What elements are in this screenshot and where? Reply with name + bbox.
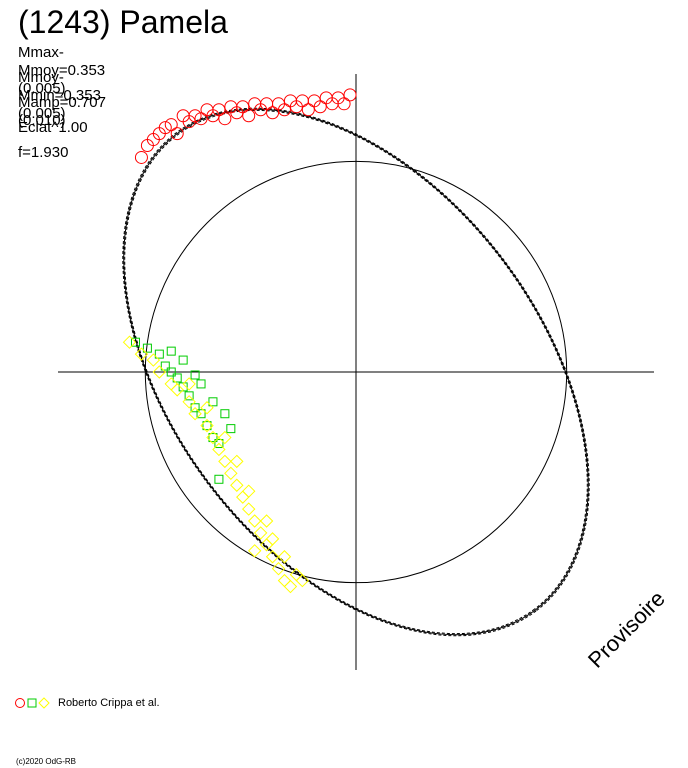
fit-ellipse-curve — [124, 109, 588, 635]
data-point-diamond — [188, 407, 202, 421]
data-point-square — [184, 391, 194, 401]
data-point-circle — [277, 103, 291, 117]
data-point-square — [154, 349, 164, 359]
data-point-diamond — [277, 573, 292, 588]
data-point-circle — [254, 103, 268, 117]
data-point-diamond — [152, 365, 167, 379]
stat-frequency: f=1.930 — [18, 144, 69, 161]
data-point-diamond — [283, 579, 298, 594]
data-point-diamond — [206, 430, 220, 445]
data-point-circle — [242, 109, 256, 123]
data-point-diamond — [200, 401, 214, 415]
data-point-diamond — [218, 454, 232, 469]
data-point-square — [130, 337, 140, 347]
data-point-diamond — [134, 347, 149, 361]
fit-ellipse-curve — [123, 108, 589, 636]
data-point-diamond — [265, 532, 280, 546]
copyright-notice: (c)2020 OdG-RB — [16, 757, 77, 766]
data-point-square — [220, 409, 230, 419]
data-point-square — [214, 439, 224, 449]
stat-mmoy-mmin: Mmoy-Mmin=0.353 (0.005) — [18, 69, 101, 122]
legend-diamond-marker — [38, 697, 50, 709]
data-point-diamond — [182, 377, 196, 391]
data-point-diamond — [164, 377, 178, 391]
data-point-diamond — [146, 353, 161, 367]
data-point-circle — [134, 150, 148, 164]
data-point-circle — [343, 88, 357, 102]
data-point-square — [208, 397, 218, 407]
data-point-diamond — [212, 442, 226, 457]
legend-square-marker — [27, 698, 37, 708]
data-point-square — [166, 346, 176, 356]
data-point-diamond — [236, 490, 250, 504]
data-point-circle — [301, 103, 315, 117]
data-point-square — [172, 373, 182, 383]
data-point-square — [166, 367, 176, 377]
legend-label: Roberto Crippa et al. — [58, 697, 160, 709]
data-point-square — [160, 361, 170, 371]
data-point-square — [196, 409, 206, 419]
data-point-circle — [218, 112, 232, 126]
data-point-diamond — [230, 454, 244, 469]
data-point-square — [178, 382, 188, 392]
data-point-square — [178, 355, 188, 365]
legend-circle-marker — [15, 698, 25, 708]
data-point-circle — [206, 109, 220, 123]
stat-mamp: Mamp=0.707 (0.010) — [18, 94, 106, 129]
data-point-circle — [313, 100, 327, 114]
legend: Roberto Crippa et al. — [14, 697, 160, 709]
data-point-circle — [266, 106, 280, 120]
data-point-diamond — [122, 335, 137, 349]
stat-eclat: Eclat^1.00 — [18, 119, 88, 136]
data-point-diamond — [277, 550, 292, 564]
stat-mmax-mmoy: Mmax-Mmoy=0.353 (0.005) — [18, 44, 106, 97]
data-point-diamond — [271, 561, 286, 576]
data-point-square — [142, 343, 152, 353]
data-point-diamond — [253, 526, 268, 540]
data-point-square — [190, 370, 200, 380]
data-point-square — [190, 403, 200, 413]
data-point-diamond — [230, 478, 244, 492]
data-point-square — [226, 424, 236, 434]
phase-plot — [58, 74, 654, 670]
data-point-diamond — [259, 514, 274, 528]
data-point-diamond — [242, 502, 256, 516]
chart-title: (1243) Pamela — [18, 4, 228, 40]
data-point-circle — [289, 100, 303, 114]
data-point-square — [196, 379, 206, 389]
data-point-diamond — [259, 538, 274, 552]
data-point-diamond — [242, 484, 256, 498]
data-point-square — [208, 433, 218, 443]
data-point-circle — [230, 106, 244, 120]
data-point-diamond — [200, 418, 214, 433]
data-point-diamond — [247, 544, 262, 558]
data-point-circle — [170, 127, 184, 141]
data-point-diamond — [170, 383, 184, 397]
data-point-circle — [158, 121, 172, 135]
data-point-square — [214, 474, 224, 484]
data-point-circle — [164, 118, 178, 132]
data-point-diamond — [218, 430, 232, 445]
data-point-diamond — [295, 573, 310, 588]
data-point-diamond — [265, 550, 280, 564]
data-point-circle — [182, 115, 196, 129]
data-point-diamond — [224, 466, 238, 481]
data-point-circle — [194, 112, 208, 126]
data-point-circle — [337, 97, 351, 111]
data-point-diamond — [182, 395, 196, 409]
data-point-square — [202, 421, 212, 431]
data-point-circle — [146, 133, 160, 147]
data-point-diamond — [247, 514, 262, 528]
fit-ellipse-curve — [122, 107, 590, 637]
